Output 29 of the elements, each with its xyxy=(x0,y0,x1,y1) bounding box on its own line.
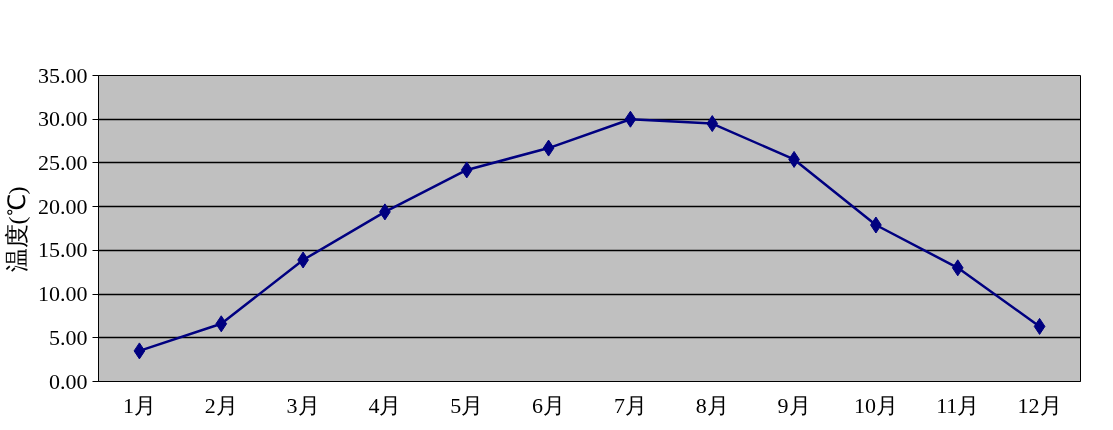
y-axis-title: 温度(℃) xyxy=(4,186,30,273)
y-tick-label: 30.00 xyxy=(38,106,88,132)
x-tick-label: 11月 xyxy=(936,392,980,418)
x-tick-label: 1月 xyxy=(122,392,156,418)
y-tick-label: 25.00 xyxy=(38,149,88,175)
x-tick-label: 10月 xyxy=(853,392,898,418)
x-tick-label: 8月 xyxy=(695,392,729,418)
point xyxy=(460,161,473,179)
x-tick-label: 3月 xyxy=(286,392,320,418)
y-tick-label: 15.00 xyxy=(38,237,88,263)
x-tick-label: 6月 xyxy=(532,392,566,418)
x-tick-label: 5月 xyxy=(450,392,484,418)
point xyxy=(215,315,228,333)
x-tick-label: 7月 xyxy=(613,392,647,418)
y-tick-label: 35.00 xyxy=(38,62,88,88)
x-tick-label: 12月 xyxy=(1017,392,1062,418)
y-tick-label: 0.00 xyxy=(49,368,88,394)
x-tick-label: 2月 xyxy=(204,392,238,418)
point xyxy=(624,110,637,128)
x-tick-label: 4月 xyxy=(368,392,402,418)
point xyxy=(1033,317,1046,335)
x-tick-label: 9月 xyxy=(777,392,811,418)
point xyxy=(133,342,146,360)
y-tick-label: 5.00 xyxy=(49,324,88,350)
point xyxy=(542,139,555,157)
y-tick-label: 20.00 xyxy=(38,193,88,219)
y-tick-label: 10.00 xyxy=(38,281,88,307)
point xyxy=(706,115,719,133)
point xyxy=(951,259,964,277)
